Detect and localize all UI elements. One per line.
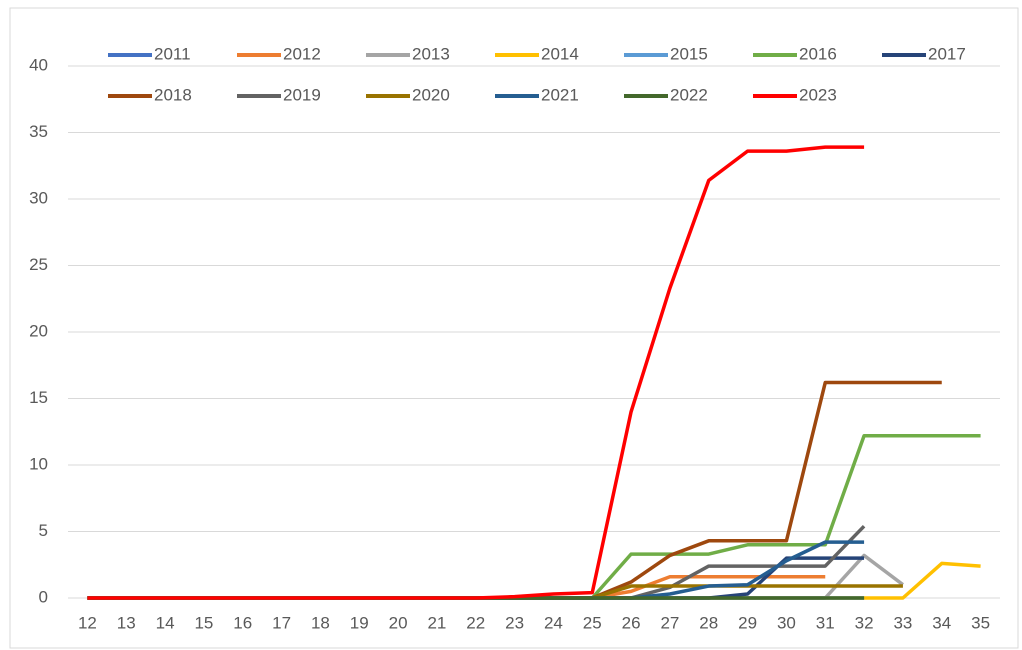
x-tick-label: 23 <box>505 613 524 632</box>
x-tick-label: 29 <box>738 613 757 632</box>
x-tick-label: 13 <box>117 613 136 632</box>
legend-label: 2023 <box>799 85 837 104</box>
x-tick-label: 31 <box>816 613 835 632</box>
x-tick-label: 27 <box>660 613 679 632</box>
x-tick-label: 20 <box>389 613 408 632</box>
y-tick-label: 15 <box>29 388 48 407</box>
x-tick-label: 32 <box>855 613 874 632</box>
legend-label: 2015 <box>670 44 708 63</box>
legend-label: 2014 <box>541 44 579 63</box>
x-tick-label: 21 <box>427 613 446 632</box>
x-tick-label: 25 <box>583 613 602 632</box>
legend-label: 2022 <box>670 85 708 104</box>
x-tick-label: 17 <box>272 613 291 632</box>
x-tick-label: 28 <box>699 613 718 632</box>
x-tick-label: 34 <box>932 613 951 632</box>
x-tick-label: 22 <box>466 613 485 632</box>
y-tick-label: 5 <box>39 521 48 540</box>
legend-label: 2016 <box>799 44 837 63</box>
series-line <box>87 145 865 600</box>
x-tick-label: 33 <box>893 613 912 632</box>
y-tick-label: 20 <box>29 321 48 340</box>
y-tick-label: 40 <box>29 55 48 74</box>
y-tick-label: 10 <box>29 454 48 473</box>
legend-label: 2012 <box>283 44 321 63</box>
y-tick-label: 30 <box>29 188 48 207</box>
x-tick-label: 14 <box>156 613 175 632</box>
x-tick-label: 19 <box>350 613 369 632</box>
y-tick-label: 25 <box>29 255 48 274</box>
legend-label: 2017 <box>928 44 966 63</box>
x-tick-label: 24 <box>544 613 563 632</box>
x-tick-label: 16 <box>233 613 252 632</box>
x-tick-label: 26 <box>622 613 641 632</box>
x-tick-label: 18 <box>311 613 330 632</box>
legend-label: 2019 <box>283 85 321 104</box>
legend-label: 2021 <box>541 85 579 104</box>
legend-label: 2018 <box>154 85 192 104</box>
x-tick-label: 12 <box>78 613 97 632</box>
y-tick-label: 35 <box>29 122 48 141</box>
legend-label: 2020 <box>412 85 450 104</box>
x-tick-label: 35 <box>971 613 990 632</box>
y-tick-label: 0 <box>39 587 48 606</box>
x-tick-label: 15 <box>194 613 213 632</box>
x-tick-label: 30 <box>777 613 796 632</box>
legend-label: 2013 <box>412 44 450 63</box>
legend-label: 2011 <box>154 44 191 63</box>
